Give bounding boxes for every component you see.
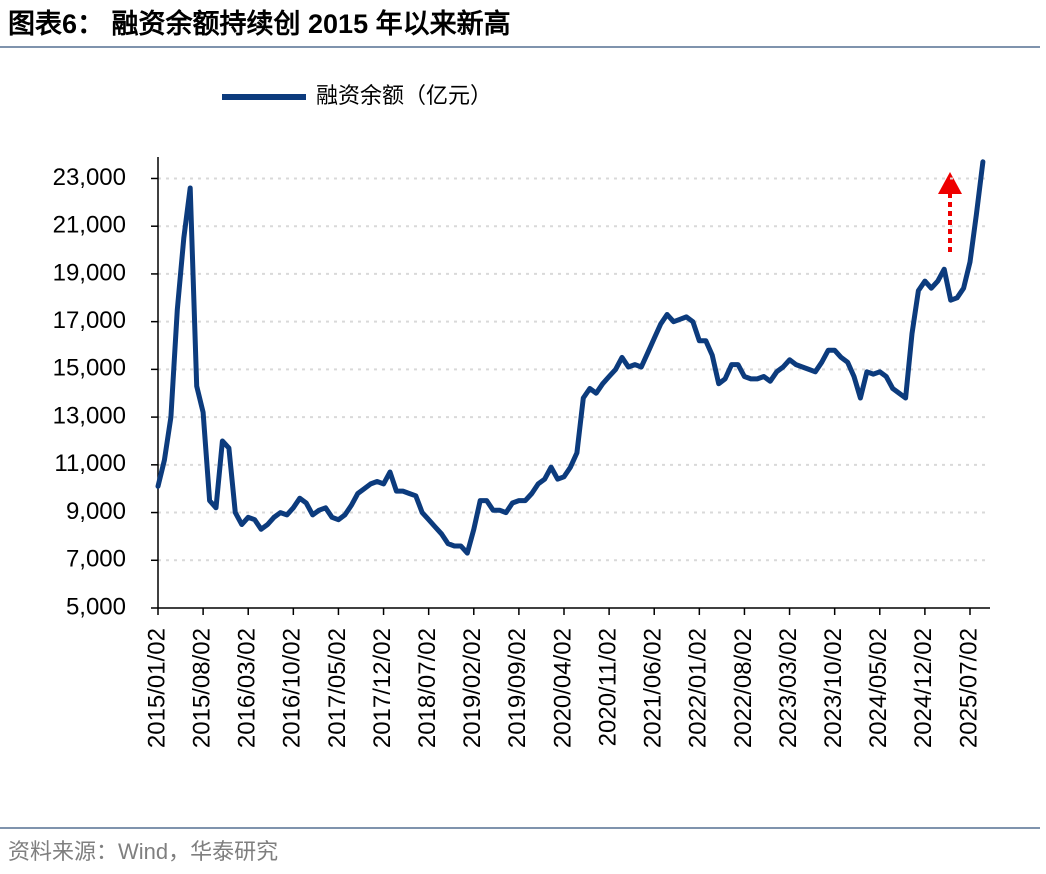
x-tick-label: 2019/09/02: [504, 628, 531, 748]
x-tick-label: 2019/02/02: [459, 628, 486, 748]
x-tick-label: 2020/04/02: [549, 628, 576, 748]
y-tick-label: 21,000: [53, 212, 126, 239]
x-tick-label: 2016/03/02: [234, 628, 261, 748]
source: 资料来源：Wind，华泰研究: [8, 839, 278, 864]
y-tick-label: 11,000: [54, 450, 126, 477]
x-tick-label: 2015/01/02: [143, 628, 170, 748]
x-tick-label: 2024/05/02: [865, 628, 892, 748]
x-tick-label: 2017/12/02: [369, 628, 396, 748]
y-tick-label: 9,000: [66, 498, 126, 525]
x-tick-label: 2025/07/02: [955, 628, 982, 748]
y-tick-label: 15,000: [53, 355, 126, 382]
chart-title: 图表6： 融资余额持续创 2015 年以来新高: [8, 8, 511, 39]
line-series: [155, 159, 986, 556]
x-tick-label: 2018/07/02: [414, 628, 441, 748]
x-tick-label: 2020/11/02: [594, 628, 621, 746]
x-tick-label: 2017/05/02: [324, 628, 351, 748]
x-tick-label: 2022/08/02: [730, 628, 757, 748]
x-tick-label: 2021/06/02: [640, 628, 667, 748]
x-tick-label: 2015/08/02: [188, 628, 215, 748]
y-tick-label: 13,000: [53, 402, 126, 429]
x-tick-label: 2016/10/02: [279, 628, 306, 748]
x-tick-label: 2023/03/02: [775, 628, 802, 748]
y-tick-label: 19,000: [53, 259, 126, 286]
y-tick-label: 5,000: [66, 593, 126, 620]
x-tick-label: 2024/12/02: [910, 628, 937, 748]
arrow-head: [938, 172, 962, 194]
y-tick-label: 23,000: [53, 164, 126, 191]
x-tick-label: 2022/01/02: [685, 628, 712, 748]
y-tick-label: 7,000: [66, 546, 126, 573]
legend-label: 融资余额（亿元）: [316, 83, 492, 108]
x-tick-label: 2023/10/02: [820, 628, 847, 748]
y-tick-label: 17,000: [53, 307, 126, 334]
